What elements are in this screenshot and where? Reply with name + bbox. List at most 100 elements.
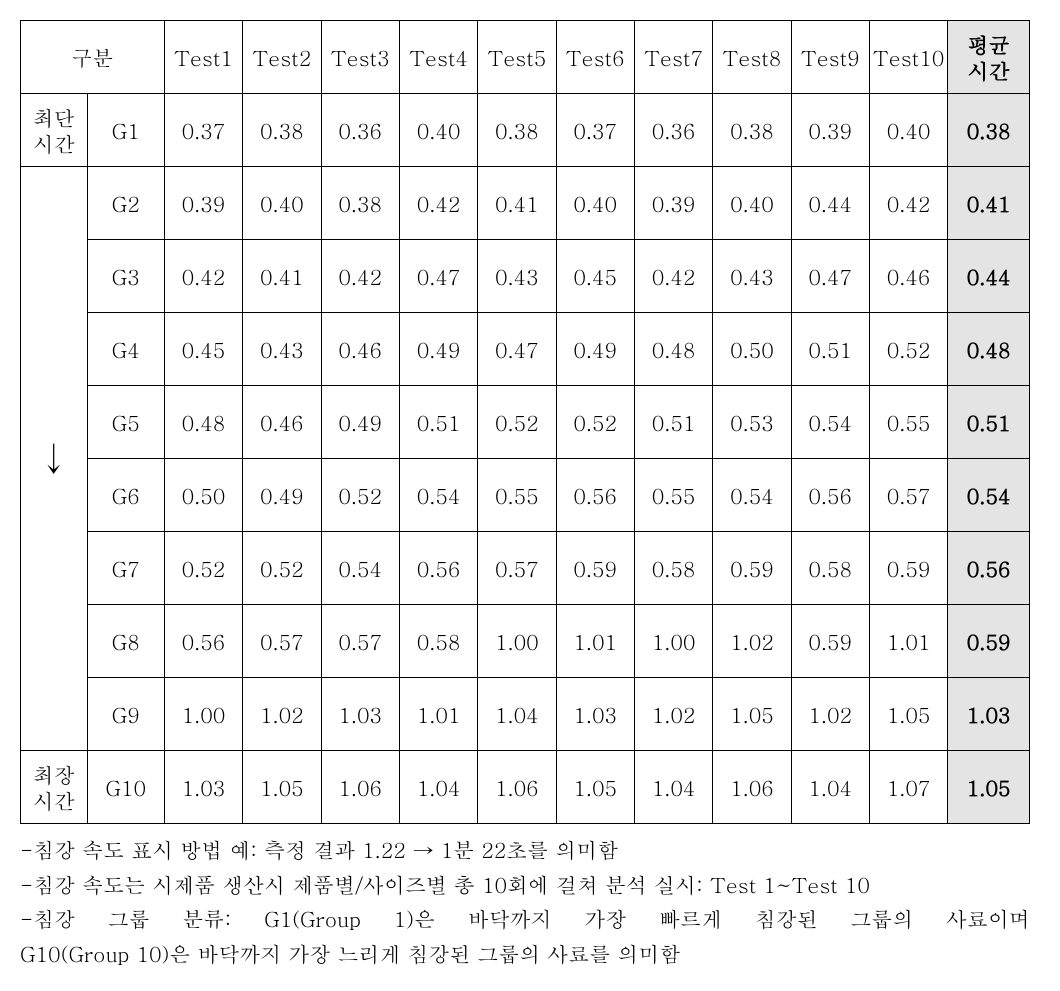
- cell: 1.00: [634, 605, 712, 678]
- avg-l2: 시간: [968, 55, 1010, 85]
- cell: 1.01: [869, 605, 947, 678]
- avg-cell: 1.05: [948, 751, 1030, 824]
- cell: 0.57: [321, 605, 399, 678]
- cell: 0.58: [791, 532, 869, 605]
- cell: 1.02: [791, 678, 869, 751]
- cell: 0.54: [713, 459, 791, 532]
- table-row: G9 1.00 1.02 1.03 1.01 1.04 1.03 1.02 1.…: [21, 678, 1030, 751]
- cell: 0.54: [399, 459, 477, 532]
- group-label: G4: [87, 313, 164, 386]
- cell: 1.04: [634, 751, 712, 824]
- cell: 0.59: [556, 532, 634, 605]
- cell: 0.43: [243, 313, 321, 386]
- cell: 0.47: [399, 240, 477, 313]
- cell: 1.02: [713, 605, 791, 678]
- cell: 1.03: [164, 751, 242, 824]
- col-avg: 평균 시간: [948, 21, 1030, 94]
- col-test3: Test3: [321, 21, 399, 94]
- cell: 0.58: [634, 532, 712, 605]
- cell: 0.42: [399, 167, 477, 240]
- cell: 0.40: [869, 94, 947, 167]
- avg-cell: 0.51: [948, 386, 1030, 459]
- col-test4: Test4: [399, 21, 477, 94]
- cell: 1.04: [478, 678, 556, 751]
- cell: 1.00: [478, 605, 556, 678]
- cell: 1.06: [478, 751, 556, 824]
- cell: 0.52: [556, 386, 634, 459]
- cell: 0.54: [791, 386, 869, 459]
- rowhead-longest: 최장 시간: [21, 751, 88, 824]
- cell: 1.03: [321, 678, 399, 751]
- cell: 1.05: [869, 678, 947, 751]
- cell: 0.59: [791, 605, 869, 678]
- cell: 0.39: [164, 167, 242, 240]
- cell: 1.05: [556, 751, 634, 824]
- cell: 0.51: [791, 313, 869, 386]
- shortest-l2: 시간: [33, 128, 75, 158]
- cell: 0.55: [869, 386, 947, 459]
- cell: 0.42: [869, 167, 947, 240]
- cell: 0.40: [713, 167, 791, 240]
- cell: 0.41: [243, 240, 321, 313]
- cell: 0.37: [556, 94, 634, 167]
- group-label: G5: [87, 386, 164, 459]
- note-3a: -침강 그룹 분류: G1(Group 1)은 바닥까지 가장 빠르게 침강된 …: [20, 901, 1030, 936]
- cell: 1.04: [791, 751, 869, 824]
- cell: 0.57: [243, 605, 321, 678]
- cell: 0.42: [321, 240, 399, 313]
- table-row: G6 0.50 0.49 0.52 0.54 0.55 0.56 0.55 0.…: [21, 459, 1030, 532]
- cell: 1.02: [634, 678, 712, 751]
- table-row: G5 0.48 0.46 0.49 0.51 0.52 0.52 0.51 0.…: [21, 386, 1030, 459]
- avg-cell: 0.38: [948, 94, 1030, 167]
- cell: 0.37: [164, 94, 242, 167]
- group-label: G9: [87, 678, 164, 751]
- cell: 0.40: [399, 94, 477, 167]
- avg-cell: 0.44: [948, 240, 1030, 313]
- table-row: 최단 시간 G1 0.37 0.38 0.36 0.40 0.38 0.37 0…: [21, 94, 1030, 167]
- note-1: -침강 속도 표시 방법 예: 측정 결과 1.22 → 1분 22초를 의미함: [20, 832, 1030, 867]
- cell: 0.39: [791, 94, 869, 167]
- table-row: ↓ G2 0.39 0.40 0.38 0.42 0.41 0.40 0.39 …: [21, 167, 1030, 240]
- cell: 0.49: [321, 386, 399, 459]
- cell: 0.56: [399, 532, 477, 605]
- cell: 0.46: [243, 386, 321, 459]
- cell: 0.43: [713, 240, 791, 313]
- data-table: 구분 Test1 Test2 Test3 Test4 Test5 Test6 T…: [20, 20, 1030, 824]
- note-2: -침강 속도는 시제품 생산시 제품별/사이즈별 총 10회에 걸쳐 분석 실시…: [20, 867, 1030, 902]
- cell: 0.43: [478, 240, 556, 313]
- avg-cell: 0.59: [948, 605, 1030, 678]
- cell: 1.01: [399, 678, 477, 751]
- col-test6: Test6: [556, 21, 634, 94]
- cell: 1.02: [243, 678, 321, 751]
- avg-cell: 0.48: [948, 313, 1030, 386]
- cell: 0.38: [321, 167, 399, 240]
- cell: 0.47: [791, 240, 869, 313]
- group-label: G3: [87, 240, 164, 313]
- cell: 0.42: [634, 240, 712, 313]
- rowhead-arrow: ↓: [21, 167, 88, 751]
- cell: 0.36: [634, 94, 712, 167]
- col-test7: Test7: [634, 21, 712, 94]
- cell: 0.52: [164, 532, 242, 605]
- cell: 0.52: [243, 532, 321, 605]
- cell: 0.40: [556, 167, 634, 240]
- table-row: 최장 시간 G10 1.03 1.05 1.06 1.04 1.06 1.05 …: [21, 751, 1030, 824]
- cell: 0.40: [243, 167, 321, 240]
- cell: 0.52: [869, 313, 947, 386]
- avg-cell: 0.41: [948, 167, 1030, 240]
- cell: 0.44: [791, 167, 869, 240]
- table-row: G8 0.56 0.57 0.57 0.58 1.00 1.01 1.00 1.…: [21, 605, 1030, 678]
- cell: 1.05: [713, 678, 791, 751]
- cell: 0.49: [556, 313, 634, 386]
- group-label: G10: [87, 751, 164, 824]
- longest-l2: 시간: [33, 785, 75, 815]
- group-label: G7: [87, 532, 164, 605]
- col-test1: Test1: [164, 21, 242, 94]
- col-test2: Test2: [243, 21, 321, 94]
- avg-cell: 1.03: [948, 678, 1030, 751]
- cell: 0.55: [634, 459, 712, 532]
- col-test5: Test5: [478, 21, 556, 94]
- cell: 0.46: [321, 313, 399, 386]
- cell: 0.51: [634, 386, 712, 459]
- note-3b: G10(Group 10)은 바닥까지 가장 느리게 침강된 그룹의 사료를 의…: [20, 936, 1030, 971]
